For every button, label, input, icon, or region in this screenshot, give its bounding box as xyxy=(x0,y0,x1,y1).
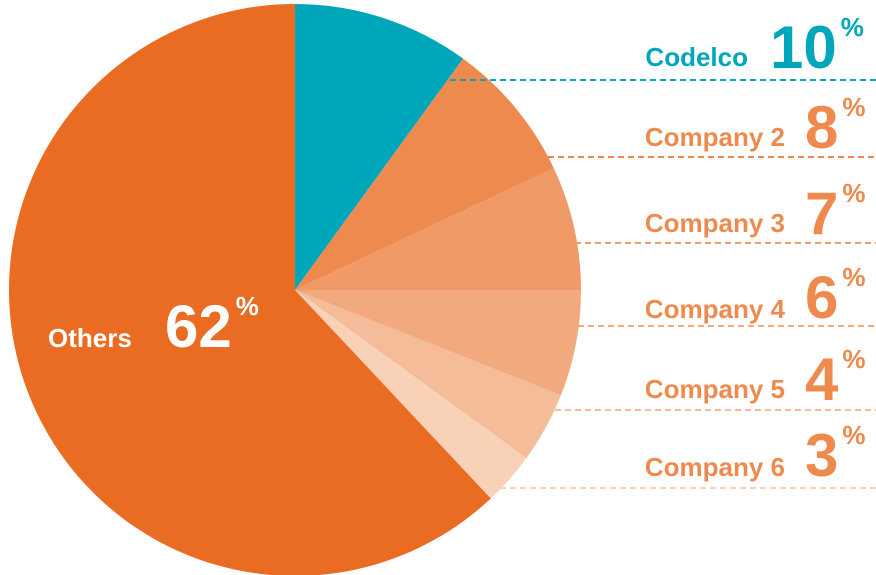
value-label: 4 xyxy=(805,346,839,413)
category-label: Codelco xyxy=(645,42,748,72)
value-label: 8 xyxy=(805,94,838,161)
value-label: 6 xyxy=(805,264,838,331)
pie-slice xyxy=(295,290,527,499)
pie-slice xyxy=(295,4,464,290)
category-label: Company 4 xyxy=(645,294,786,324)
value-unit: % xyxy=(842,178,865,208)
pie-slice xyxy=(295,58,554,290)
value-unit: % xyxy=(842,262,865,292)
value-unit: % xyxy=(841,12,864,42)
category-label: Company 6 xyxy=(645,452,785,482)
pie-slice xyxy=(295,290,581,396)
value-unit: % xyxy=(842,344,865,374)
value-label: 62 xyxy=(165,293,232,360)
pie-slice xyxy=(9,4,491,575)
value-unit: % xyxy=(236,291,259,321)
category-label: Company 3 xyxy=(645,208,785,238)
pie-slice xyxy=(295,168,581,290)
category-label: Company 2 xyxy=(645,122,785,152)
value-label: 10 xyxy=(770,14,837,81)
value-unit: % xyxy=(842,420,865,450)
pie-slice xyxy=(295,290,561,459)
value-label: 3 xyxy=(805,422,838,489)
value-label: 7 xyxy=(805,180,838,247)
category-label: Company 5 xyxy=(645,374,785,404)
category-label: Others xyxy=(48,323,132,353)
value-unit: % xyxy=(842,92,865,122)
